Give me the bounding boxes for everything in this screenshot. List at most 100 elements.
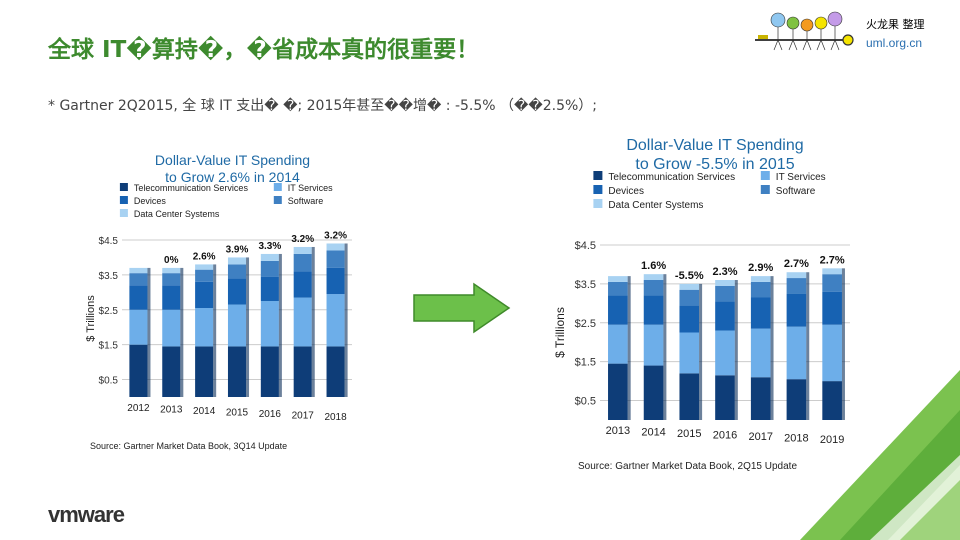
bar-segment <box>162 285 181 310</box>
bar-segment <box>227 346 247 397</box>
bar-segment <box>195 269 214 282</box>
bar-segment <box>293 346 312 397</box>
bar-side <box>246 257 250 397</box>
bar-segment <box>608 281 628 296</box>
bar-segment <box>195 308 214 347</box>
y-tick-label: $4.5 <box>575 240 596 252</box>
bar-segment <box>643 295 664 325</box>
bar-segment <box>162 267 181 274</box>
x-tick-label: 2015 <box>677 428 701 440</box>
bar-segment <box>195 281 214 309</box>
x-tick-label: 2014 <box>641 427 665 439</box>
legend-label: Devices <box>608 186 644 197</box>
chart-title: to Grow 2.6% in 2014 <box>165 169 300 185</box>
bar-segment <box>679 373 700 420</box>
legend-swatch <box>593 185 603 194</box>
bar-segment <box>227 278 247 305</box>
bar-segment <box>129 344 148 397</box>
bar-side <box>147 267 151 397</box>
logo-url-link[interactable]: uml.org.cn <box>866 36 923 50</box>
bar-side <box>627 276 631 420</box>
y-axis-label: $ Trillions <box>85 295 97 342</box>
uml-logo <box>755 11 854 51</box>
bar-segment <box>260 260 279 277</box>
bar-side <box>278 253 282 397</box>
bar-segment <box>786 379 807 420</box>
y-tick-label: $2.5 <box>575 318 596 330</box>
bar-segment <box>129 267 148 274</box>
bar-segment <box>822 291 842 325</box>
bar-segment <box>608 295 628 325</box>
legend-swatch <box>593 199 603 208</box>
legend-label: Telecommunication Services <box>134 183 249 193</box>
bar-segment <box>715 301 735 331</box>
bar-side <box>663 274 667 420</box>
growth-label: 2.7% <box>820 254 845 266</box>
bar-segment <box>822 268 842 275</box>
bar-segment <box>750 377 771 420</box>
bar-segment <box>643 280 664 296</box>
bar-segment <box>195 346 214 397</box>
bar-segment <box>293 297 312 347</box>
x-tick-label: 2019 <box>820 434 844 446</box>
bar-segment <box>715 285 735 302</box>
bar-segment <box>715 375 735 420</box>
legend-swatch <box>760 185 770 194</box>
growth-label: 2.9% <box>748 262 773 274</box>
bar-segment <box>608 276 628 282</box>
bar-segment <box>786 293 807 327</box>
legend-label: Devices <box>134 196 167 206</box>
bar-segment <box>750 328 771 378</box>
bar-side <box>699 283 703 420</box>
chart-source: Source: Gartner Market Data Book, 3Q14 U… <box>90 441 287 451</box>
bar-segment <box>786 272 807 279</box>
chart-title: Dollar-Value IT Spending <box>155 152 310 168</box>
bar-side <box>311 246 315 397</box>
bar-segment <box>260 301 279 347</box>
bar-segment <box>326 346 345 397</box>
growth-label: 0% <box>164 255 179 266</box>
bar-segment <box>326 250 345 268</box>
x-tick-label: 2016 <box>713 430 737 442</box>
x-tick-label: 2018 <box>784 433 808 445</box>
bar-segment <box>608 363 628 420</box>
bar-segment <box>822 324 842 382</box>
growth-label: -5.5% <box>675 270 704 282</box>
bar-segment <box>750 276 771 282</box>
bar-side <box>770 276 774 420</box>
chart-title: to Grow -5.5% in 2015 <box>635 156 794 173</box>
bar-side <box>806 272 810 420</box>
legend-swatch <box>119 209 128 217</box>
bar-segment <box>608 324 628 364</box>
bar-segment <box>195 264 214 270</box>
legend-label: IT Services <box>288 183 333 193</box>
bar-side <box>213 264 217 397</box>
bar-side <box>344 243 348 397</box>
y-tick-label: $2.5 <box>99 306 119 317</box>
bar-segment <box>822 274 842 292</box>
growth-label: 2.7% <box>784 258 809 270</box>
bar-segment <box>227 304 247 347</box>
growth-label: 3.2% <box>324 230 347 241</box>
bar-segment <box>679 305 700 333</box>
bar-segment <box>260 276 279 302</box>
x-tick-label: 2013 <box>160 405 183 416</box>
growth-label: 3.3% <box>258 241 281 252</box>
legend-swatch <box>273 183 282 191</box>
bar-segment <box>326 267 345 295</box>
bar-segment <box>715 330 735 376</box>
bar-segment <box>679 289 700 306</box>
x-tick-label: 2016 <box>259 409 282 420</box>
bar-segment <box>822 381 842 420</box>
corner-decoration <box>800 370 960 540</box>
growth-label: 3.2% <box>291 234 314 245</box>
bar-segment <box>162 346 181 397</box>
bar-segment <box>227 257 247 265</box>
growth-label: 2.3% <box>712 266 737 278</box>
bar-segment <box>129 273 148 286</box>
x-tick-label: 2013 <box>606 425 630 437</box>
y-tick-label: $0.5 <box>575 396 596 408</box>
chart-title: Dollar-Value IT Spending <box>626 137 803 154</box>
bar-segment <box>679 332 700 374</box>
